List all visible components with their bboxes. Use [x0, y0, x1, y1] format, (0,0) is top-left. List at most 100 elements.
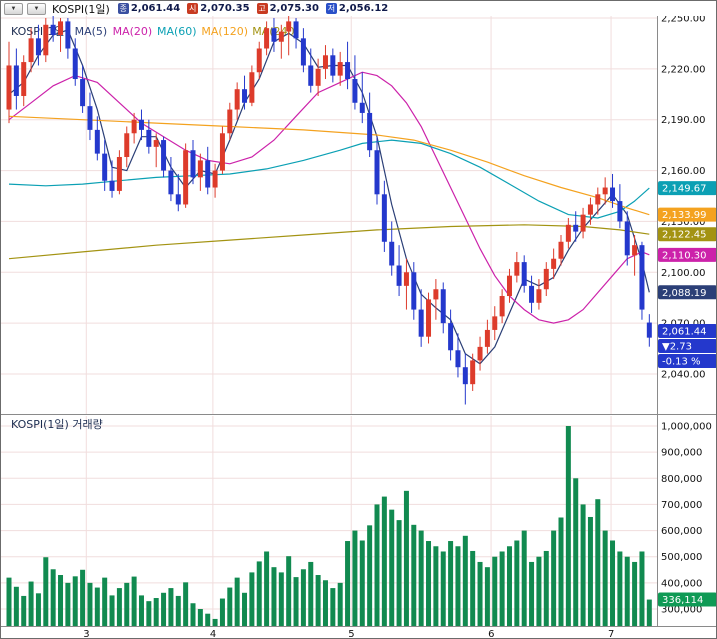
candle — [300, 38, 306, 66]
volume-bar — [65, 582, 71, 626]
volume-bar — [470, 550, 476, 626]
candle — [168, 170, 174, 195]
candle — [448, 323, 454, 351]
candle — [558, 241, 564, 259]
candle — [624, 221, 630, 256]
volume-bar — [286, 556, 292, 626]
x-axis-month-label: 7 — [608, 629, 614, 639]
stat-close: 종 2,061.44 — [117, 3, 180, 14]
candle — [470, 360, 476, 385]
candle — [337, 62, 343, 76]
price-axis-label: 2,130.00 — [661, 217, 706, 228]
volume-bar — [595, 499, 601, 626]
volume-axis-label: 700,000 — [661, 500, 702, 511]
x-axis-month-label: 5 — [348, 629, 354, 639]
candle — [595, 194, 601, 205]
ma60-price-badge: 2,149.67 — [658, 181, 716, 196]
ma120-price-badge: 2,133.99 — [658, 207, 716, 222]
candle — [440, 289, 446, 324]
candle — [462, 367, 468, 385]
volume-bar — [632, 561, 638, 626]
right-axis-labels: 2,250.00 2,220.00 2,190.00 2,160.00 2,130.00… — [661, 14, 712, 616]
ma20-line — [8, 71, 650, 324]
svg-text:▼2.73: ▼2.73 — [662, 342, 692, 353]
volume-bar — [278, 572, 284, 626]
candle — [514, 262, 520, 276]
candle — [190, 150, 196, 178]
candle — [565, 224, 571, 242]
volume-bar — [514, 540, 520, 626]
volume-bar — [227, 587, 233, 626]
volume-axis-label: 1,000,000 — [661, 422, 712, 433]
candle — [65, 21, 71, 49]
volume-bar — [308, 561, 314, 626]
candle — [374, 150, 380, 195]
ma120-line — [8, 115, 650, 216]
volume-bar — [374, 504, 380, 626]
volume-bar — [624, 556, 630, 626]
candle — [639, 245, 645, 310]
volume-bar — [212, 618, 218, 626]
volume-bar — [242, 592, 248, 626]
volume-bar — [506, 546, 512, 626]
volume-bar — [462, 535, 468, 626]
candle — [109, 180, 115, 191]
candle — [249, 72, 255, 103]
volume-bar — [337, 582, 343, 626]
volume-bar — [418, 530, 424, 626]
open-value: 2,070.35 — [200, 3, 250, 14]
volume-bar — [102, 577, 108, 626]
candle — [381, 194, 387, 242]
volume-bar — [161, 592, 167, 626]
volume-bar — [249, 572, 255, 626]
candle — [433, 289, 439, 300]
volume-bar — [50, 569, 56, 626]
candle — [50, 24, 56, 35]
candle — [543, 268, 549, 290]
candle — [426, 299, 432, 337]
volume-bar — [58, 575, 64, 626]
candle — [264, 28, 270, 49]
candle — [573, 224, 579, 232]
volume-bar — [455, 546, 461, 626]
candle — [80, 79, 86, 107]
volume-bar — [109, 595, 115, 626]
candle — [219, 133, 225, 171]
open-label-icon: 시 — [187, 3, 199, 14]
candle — [403, 272, 409, 286]
volume-bar — [345, 541, 351, 626]
current-price-badge: 2,061.44 — [658, 324, 716, 338]
candle — [21, 62, 27, 96]
volume-bar — [543, 550, 549, 626]
chevron-down-icon: ▼ — [10, 5, 17, 12]
volume-bar — [536, 556, 542, 626]
price-change-pct-badge: -0.13 % — [658, 354, 716, 368]
candle — [322, 55, 328, 69]
symbol-dropdown-button[interactable]: ▼ — [4, 2, 23, 15]
candle — [35, 38, 41, 56]
stat-high: 고 2,075.30 — [256, 3, 319, 14]
volume-bar — [146, 601, 152, 626]
volume-bar — [411, 524, 417, 626]
stat-open: 시 2,070.35 — [187, 3, 250, 14]
volume-bar — [440, 551, 446, 626]
volume-bar — [21, 595, 27, 626]
candle — [308, 65, 314, 86]
volume-bar — [381, 496, 387, 626]
candle — [499, 296, 505, 317]
svg-text:2,061.44: 2,061.44 — [662, 327, 707, 338]
volume-bar — [35, 593, 41, 626]
candle — [396, 265, 402, 286]
volume-bar — [264, 551, 270, 626]
volume-axis-label: 500,000 — [661, 552, 702, 563]
candle — [580, 214, 586, 232]
candle — [293, 21, 299, 39]
timeframe-dropdown-button[interactable]: ▼ — [27, 2, 46, 15]
candle — [359, 102, 365, 113]
candle — [602, 187, 608, 195]
candle — [146, 129, 152, 147]
candle — [242, 89, 248, 103]
candle — [256, 48, 262, 73]
volume-bar — [315, 575, 321, 626]
